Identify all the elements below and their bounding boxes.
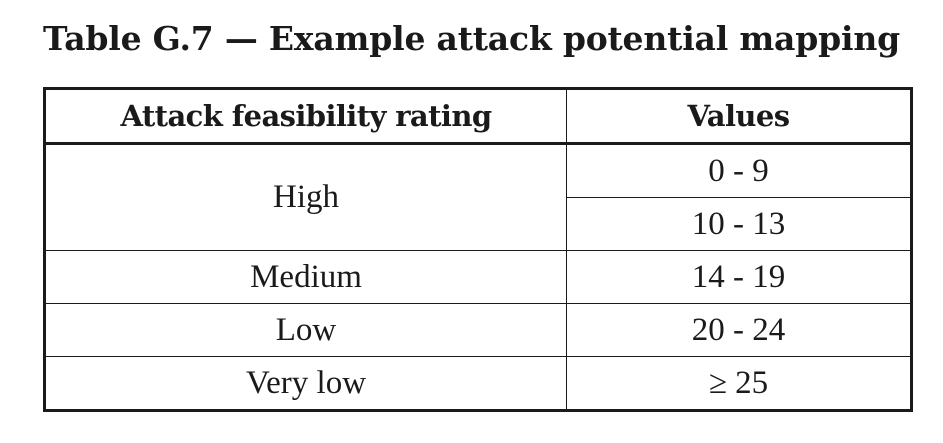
table-caption: Table G.7 — Example attack potential map… bbox=[43, 19, 900, 58]
rating-cell: Low bbox=[44, 303, 567, 357]
attack-potential-table: Attack feasibility rating Values High 0 … bbox=[43, 87, 913, 412]
values-cell: ≥ 25 bbox=[566, 356, 912, 411]
rating-cell: Medium bbox=[44, 250, 567, 304]
values-cell: 10 - 13 bbox=[566, 197, 912, 251]
table-row: 10 - 13 bbox=[45, 197, 912, 251]
values-cell: 14 - 19 bbox=[566, 250, 912, 304]
table-header-row: Attack feasibility rating Values bbox=[44, 88, 912, 145]
table-row: Very low ≥ 25 bbox=[44, 356, 912, 411]
table-row: Medium 14 - 19 bbox=[44, 250, 912, 304]
column-header-rating: Attack feasibility rating bbox=[44, 88, 567, 145]
table-row: Low 20 - 24 bbox=[44, 303, 912, 357]
values-cell: 0 - 9 bbox=[566, 143, 912, 198]
rating-cell: High bbox=[44, 143, 567, 251]
rating-cell: Very low bbox=[44, 356, 567, 411]
values-cell: 20 - 24 bbox=[566, 303, 912, 357]
table-row: High 0 - 9 bbox=[44, 143, 912, 251]
column-header-values: Values bbox=[566, 88, 912, 145]
